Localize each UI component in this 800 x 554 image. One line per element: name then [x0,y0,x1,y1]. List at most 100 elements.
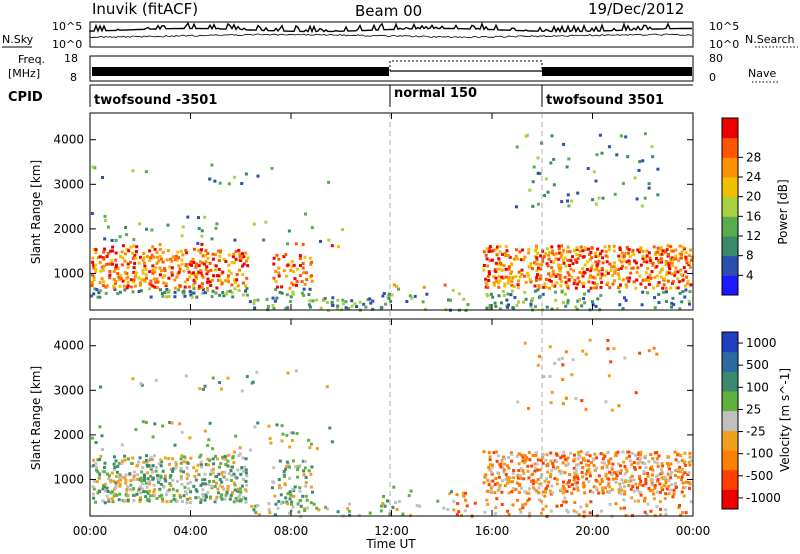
heatmap-cell [186,497,189,501]
heatmap-cell [612,249,616,253]
heatmap-cell [652,346,656,350]
heatmap-cell [655,265,659,269]
heatmap-cell [527,248,531,252]
heatmap-cell [368,297,372,301]
heatmap-cell [676,277,680,281]
heatmap-cell [208,421,212,425]
heatmap-cell [92,487,96,491]
heatmap-cell [206,444,210,447]
heatmap-cell [639,493,643,497]
heatmap-cell [245,375,249,379]
heatmap-cell [593,276,597,280]
heatmap-cell [536,171,540,175]
heatmap-cell [533,284,537,288]
heatmap-cell [678,291,682,295]
heatmap-cell [632,478,636,482]
heatmap-cell [462,494,466,498]
heatmap-cell [103,214,107,218]
heatmap-cell [193,281,197,285]
heatmap-cell [637,250,641,254]
heatmap-cell [368,511,372,515]
heatmap-cell [495,247,499,251]
heatmap-cell [107,262,111,266]
station-title: Inuvik (fitACF) [92,0,198,18]
heatmap-cell [243,488,247,492]
heatmap-cell [153,270,157,274]
heatmap-cell [673,270,677,274]
heatmap-cell [173,258,177,262]
heatmap-cell [163,477,167,481]
heatmap-cell [238,255,242,258]
heatmap-cell [644,286,648,289]
heatmap-cell [243,465,247,469]
heatmap-cell [181,225,185,229]
heatmap-cell [486,490,490,493]
heatmap-cell [95,480,99,484]
heatmap-cell [621,450,625,454]
heatmap-cell [538,354,541,358]
heatmap-cell [169,467,173,471]
heatmap-cell [670,483,674,486]
heatmap-cell [92,458,96,462]
heatmap-cell [671,249,675,253]
heatmap-cell [607,482,611,486]
heatmap-cell [310,279,314,283]
heatmap-cell [122,284,126,288]
heatmap-cell [155,250,159,254]
heatmap-cell [271,480,275,484]
heatmap-cell [110,262,114,266]
heatmap-cell [575,463,578,467]
heatmap-cell [111,249,115,253]
heatmap-cell [95,468,98,472]
heatmap-cell [94,251,98,254]
heatmap-cell [617,277,621,281]
heatmap-cell [550,134,554,138]
heatmap-cell [128,488,132,491]
heatmap-cell [185,492,189,496]
heatmap-cell [526,464,530,468]
heatmap-cell [523,290,527,294]
heatmap-cell [117,498,121,502]
heatmap-cell [135,477,139,481]
heatmap-cell [413,294,417,298]
heatmap-cell [491,479,495,483]
heatmap-cell [491,295,495,299]
heatmap-cell [618,246,622,250]
heatmap-cell [531,267,534,271]
heatmap-cell [227,453,231,457]
heatmap-cell [627,251,630,255]
heatmap-cell [200,242,204,246]
heatmap-cell [103,485,106,489]
heatmap-cell [681,278,685,282]
heatmap-cell [588,511,592,515]
heatmap-cell [107,477,111,480]
cpid-segment-1: twofsound -3501 [94,93,217,108]
heatmap-cell [182,470,185,474]
heatmap-cell [132,474,136,478]
heatmap-cell [502,468,506,472]
heatmap-cell [153,454,156,458]
heatmap-cell [672,492,676,496]
heatmap-cell [286,371,290,375]
heatmap-cell [94,270,98,274]
heatmap-cell [607,374,611,378]
heatmap-cell [557,266,561,270]
heatmap-cell [652,497,656,501]
heatmap-cell [645,260,649,264]
heatmap-cell [597,196,601,200]
heatmap-cell [186,278,190,282]
heatmap-cell [613,269,617,273]
heatmap-cell [525,456,529,460]
heatmap-cell [211,376,215,380]
heatmap-cell [142,278,146,282]
colorbar-swatch [722,177,738,198]
heatmap-cell [526,271,530,275]
heatmap-cell [141,271,145,275]
heatmap-cell [674,458,678,462]
heatmap-cell [171,478,175,482]
heatmap-cell [206,256,210,260]
heatmap-cell [510,452,514,456]
heatmap-cell [236,489,240,493]
heatmap-cell [510,289,514,293]
heatmap-cell [226,290,229,294]
